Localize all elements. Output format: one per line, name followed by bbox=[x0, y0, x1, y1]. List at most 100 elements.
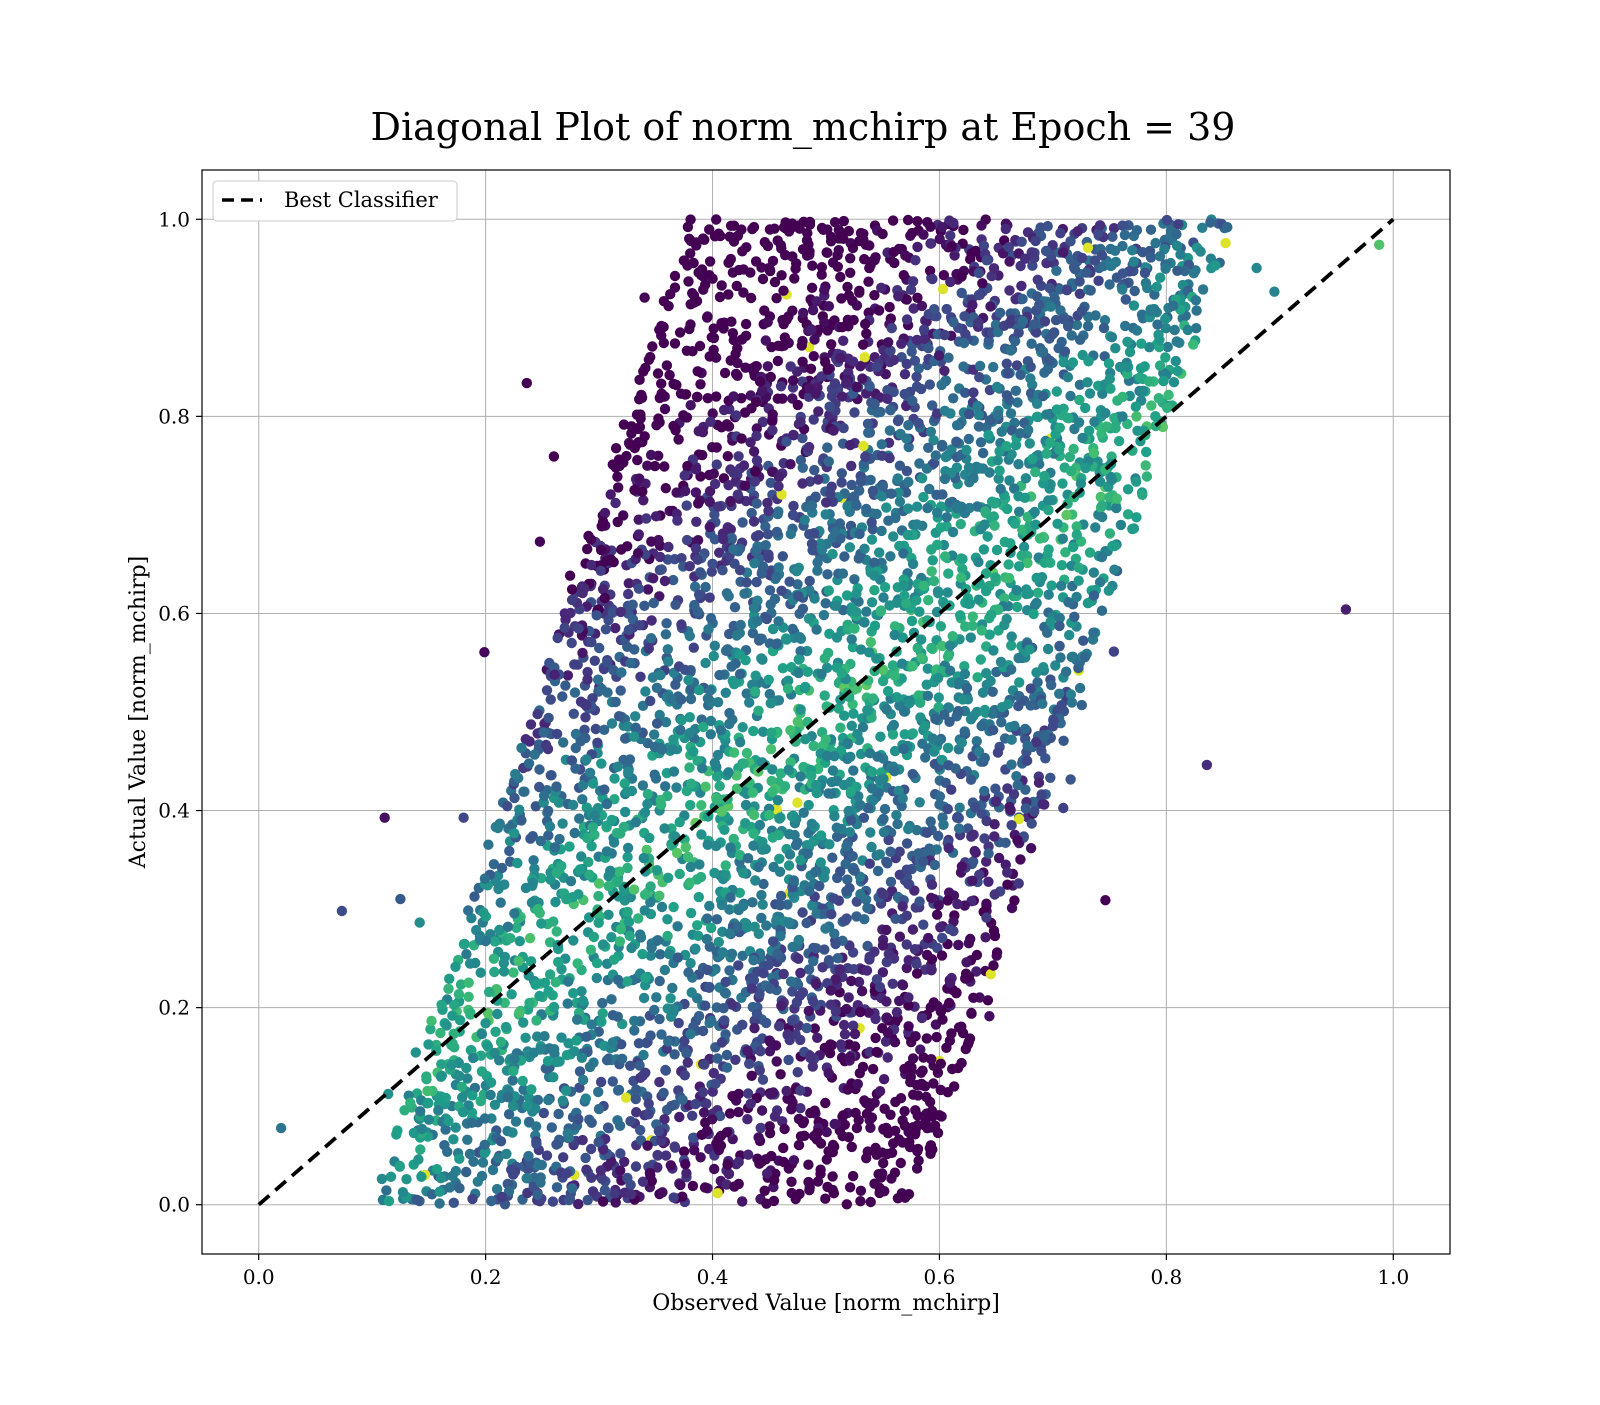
scatter-point bbox=[494, 1055, 504, 1065]
scatter-point bbox=[435, 1028, 445, 1038]
scatter-point bbox=[698, 1026, 708, 1036]
scatter-point bbox=[631, 1161, 641, 1171]
scatter-point bbox=[626, 1189, 636, 1199]
scatter-point bbox=[966, 248, 976, 258]
scatter-point bbox=[775, 900, 785, 910]
scatter-point bbox=[829, 811, 839, 821]
scatter-point bbox=[549, 1002, 559, 1012]
scatter-point bbox=[793, 1067, 803, 1077]
scatter-point bbox=[1136, 339, 1146, 349]
scatter-point bbox=[933, 673, 943, 683]
scatter-point bbox=[412, 1195, 422, 1205]
scatter-point bbox=[683, 276, 693, 286]
scatter-point bbox=[879, 1074, 889, 1084]
scatter-point bbox=[833, 953, 843, 963]
scatter-point bbox=[1057, 560, 1067, 570]
scatter-point bbox=[651, 992, 661, 1002]
scatter-point bbox=[793, 954, 803, 964]
scatter-point bbox=[779, 339, 789, 349]
scatter-point bbox=[958, 225, 968, 235]
scatter-point bbox=[739, 589, 749, 599]
scatter-point bbox=[596, 566, 606, 576]
scatter-point bbox=[586, 1173, 596, 1183]
scatter-point bbox=[879, 827, 889, 837]
scatter-point bbox=[623, 843, 633, 853]
scatter-point bbox=[809, 351, 819, 361]
scatter-point bbox=[861, 607, 871, 617]
scatter-point bbox=[537, 1160, 547, 1170]
scatter-point bbox=[1003, 368, 1013, 378]
scatter-point bbox=[964, 462, 974, 472]
scatter-point bbox=[1141, 447, 1151, 457]
scatter-point bbox=[622, 852, 632, 862]
scatter-point bbox=[1125, 347, 1135, 357]
scatter-point bbox=[700, 280, 710, 290]
scatter-point bbox=[956, 519, 966, 529]
scatter-point bbox=[670, 338, 680, 348]
scatter-point bbox=[890, 630, 900, 640]
scatter-point bbox=[748, 841, 758, 851]
scatter-point bbox=[1117, 220, 1127, 230]
scatter-point bbox=[853, 1079, 863, 1089]
scatter-point bbox=[588, 822, 598, 832]
scatter-point bbox=[1169, 377, 1179, 387]
scatter-point bbox=[890, 914, 900, 924]
scatter-point bbox=[660, 781, 670, 791]
scatter-point bbox=[948, 527, 958, 537]
scatter-point bbox=[564, 841, 574, 851]
scatter-point bbox=[997, 702, 1007, 712]
scatter-point bbox=[1341, 604, 1351, 614]
scatter-point bbox=[625, 931, 635, 941]
scatter-point bbox=[835, 723, 845, 733]
scatter-point bbox=[1130, 286, 1140, 296]
scatter-point bbox=[587, 1019, 597, 1029]
scatter-point bbox=[710, 641, 720, 651]
scatter-point bbox=[824, 1068, 834, 1078]
scatter-point bbox=[1220, 238, 1230, 248]
scatter-point bbox=[476, 968, 486, 978]
scatter-point bbox=[1107, 332, 1117, 342]
scatter-point bbox=[942, 304, 952, 314]
scatter-point bbox=[876, 606, 886, 616]
scatter-point bbox=[640, 686, 650, 696]
scatter-point bbox=[806, 364, 816, 374]
scatter-point bbox=[773, 616, 783, 626]
scatter-point bbox=[824, 585, 834, 595]
scatter-point bbox=[900, 369, 910, 379]
scatter-point bbox=[675, 725, 685, 735]
scatter-point bbox=[740, 655, 750, 665]
scatter-point bbox=[725, 892, 735, 902]
scatter-point bbox=[560, 623, 570, 633]
scatter-point bbox=[893, 416, 903, 426]
scatter-point bbox=[871, 653, 881, 663]
scatter-point bbox=[967, 876, 977, 886]
scatter-point bbox=[976, 437, 986, 447]
scatter-point bbox=[699, 235, 709, 245]
scatter-point bbox=[989, 498, 999, 508]
scatter-point bbox=[722, 1159, 732, 1169]
scatter-point bbox=[848, 356, 858, 366]
scatter-point bbox=[773, 356, 783, 366]
scatter-point bbox=[1024, 588, 1034, 598]
scatter-point bbox=[583, 531, 593, 541]
scatter-point bbox=[741, 319, 751, 329]
scatter-point bbox=[685, 561, 695, 571]
scatter-point bbox=[826, 232, 836, 242]
scatter-point bbox=[993, 455, 1003, 465]
scatter-point bbox=[645, 1030, 655, 1040]
scatter-point bbox=[1002, 783, 1012, 793]
scatter-point bbox=[1106, 261, 1116, 271]
scatter-point bbox=[747, 897, 757, 907]
scatter-point bbox=[683, 967, 693, 977]
scatter-point bbox=[779, 1124, 789, 1134]
scatter-point bbox=[824, 839, 834, 849]
scatter-point bbox=[575, 736, 585, 746]
scatter-point bbox=[700, 1182, 710, 1192]
scatter-point bbox=[955, 610, 965, 620]
scatter-point bbox=[1068, 542, 1078, 552]
scatter-point bbox=[859, 254, 869, 264]
scatter-point bbox=[680, 486, 690, 496]
scatter-point bbox=[663, 542, 673, 552]
scatter-point bbox=[945, 640, 955, 650]
scatter-point bbox=[1123, 484, 1133, 494]
